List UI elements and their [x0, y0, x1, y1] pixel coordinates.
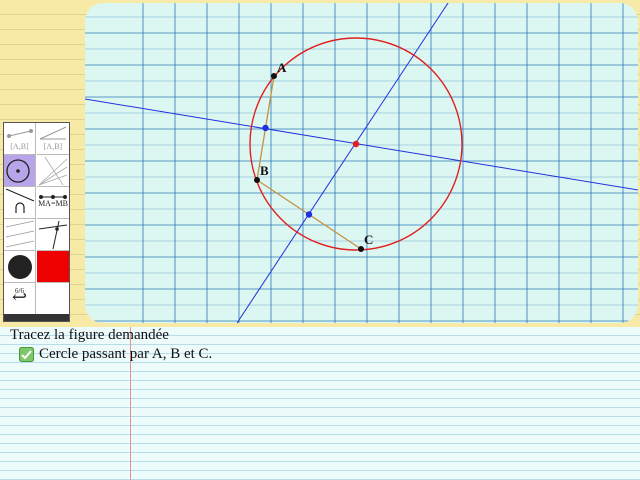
margin-line	[130, 327, 131, 480]
task-item: Cercle passant par A, B et C.	[19, 346, 212, 363]
version-bar	[4, 314, 69, 321]
circle-center[interactable]	[352, 140, 360, 148]
circumscribed-circle[interactable]	[249, 37, 463, 251]
perpendicular-bisector-ab[interactable]	[85, 98, 638, 191]
midpoint-icon	[39, 195, 67, 199]
midpoint-ab[interactable]	[262, 124, 269, 132]
segment-icon	[7, 129, 33, 138]
point-label-a: A	[277, 60, 287, 75]
empty-tool	[37, 283, 69, 315]
circle-tool-icon	[6, 159, 30, 183]
lines-tool[interactable]	[37, 155, 69, 187]
segment-tool-alt[interactable]: [A,B]	[37, 123, 69, 155]
undo-tool[interactable]: 6/6 ↩	[4, 283, 36, 315]
point-c[interactable]	[358, 246, 364, 252]
parallel-lines-icon	[5, 220, 35, 248]
arc-icon	[5, 188, 35, 213]
arc-tool[interactable]	[4, 187, 36, 219]
geometry-svg[interactable]: A B C	[85, 3, 638, 323]
red-color[interactable]	[37, 251, 69, 283]
undo-icon: ↩	[11, 287, 28, 307]
perpendicular-tool[interactable]	[37, 219, 69, 251]
exercise-panel: Tracez la figure demandée Cercle passant…	[0, 327, 640, 480]
drawing-canvas[interactable]: A B C	[85, 3, 638, 323]
tool-palette: [A,B] [A,B] MA=MB	[3, 122, 70, 322]
black-color[interactable]	[4, 251, 36, 283]
segment-tool-alt-label: [A,B]	[43, 142, 63, 151]
tool-counter: 6/6	[15, 287, 24, 295]
task-text: Cercle passant par A, B et C.	[39, 346, 213, 362]
point-label-c: C	[364, 232, 373, 247]
lines-fan-icon	[38, 156, 68, 186]
parallel-tool[interactable]	[4, 219, 36, 251]
point-b[interactable]	[254, 177, 260, 183]
point-label-b: B	[260, 163, 269, 178]
ray-icon	[39, 126, 67, 140]
circle-tool[interactable]	[4, 155, 36, 187]
perpendicular-bisector-bc[interactable]	[236, 3, 450, 323]
black-swatch-icon	[8, 255, 32, 279]
point-a[interactable]	[271, 73, 277, 79]
segment-tool[interactable]: [A,B]	[4, 123, 36, 155]
segment-tool-label: [A,B]	[10, 142, 29, 151]
midpoint-tool-label: MA=MB	[38, 199, 68, 208]
grid	[85, 3, 638, 323]
exercise-instruction: Tracez la figure demandée	[10, 327, 169, 343]
check-icon	[19, 347, 34, 362]
midpoint-tool[interactable]: MA=MB	[37, 187, 69, 219]
perpendicular-icon	[38, 220, 68, 250]
midpoint-bc[interactable]	[305, 211, 313, 218]
